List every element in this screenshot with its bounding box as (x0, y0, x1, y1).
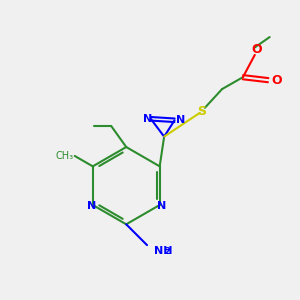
Text: N: N (87, 202, 96, 212)
Text: O: O (251, 43, 262, 56)
Text: 2: 2 (165, 248, 171, 256)
Text: CH₃: CH₃ (55, 151, 73, 161)
Text: O: O (272, 74, 282, 87)
Text: NH: NH (154, 246, 173, 256)
Text: S: S (197, 105, 206, 118)
Text: N: N (176, 115, 185, 125)
Text: N: N (142, 114, 152, 124)
Text: N: N (157, 202, 166, 212)
